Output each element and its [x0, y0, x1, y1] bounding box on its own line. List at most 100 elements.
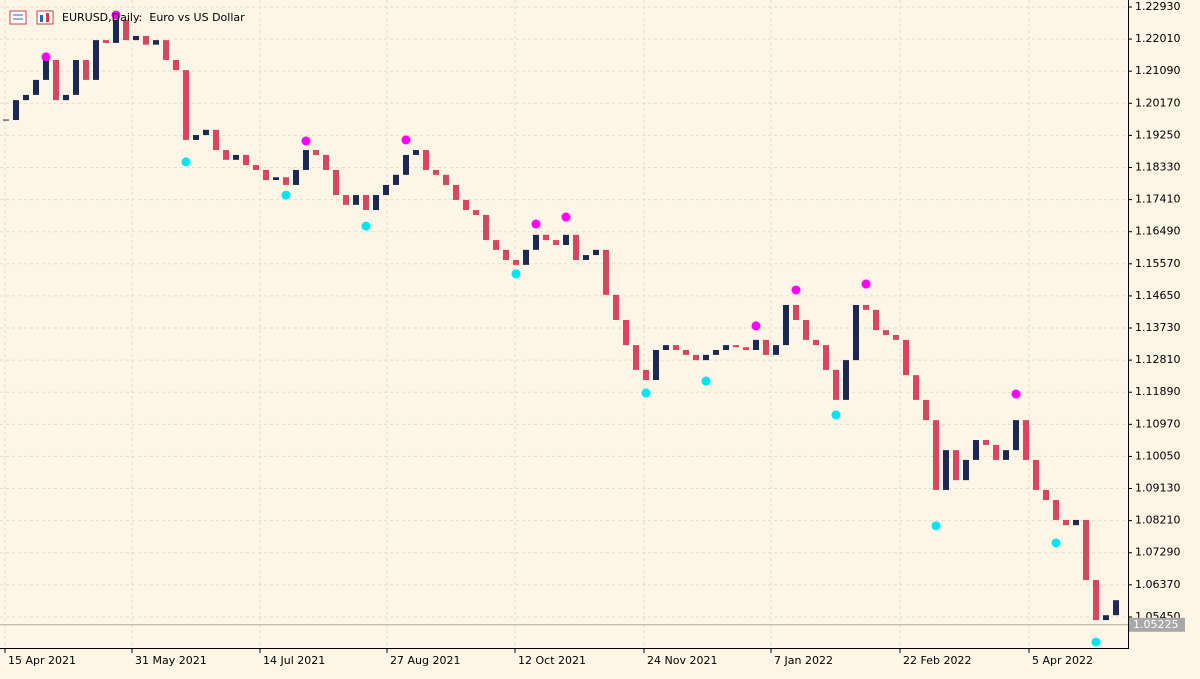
y-tick-label: 1.19250	[1135, 128, 1181, 141]
candle-body	[503, 249, 509, 260]
candle-body	[953, 450, 959, 481]
icon	[36, 10, 54, 25]
fractal-down	[181, 157, 191, 167]
fractal-down	[281, 190, 291, 200]
y-tick-label: 1.13730	[1135, 321, 1181, 334]
candle-body	[263, 169, 269, 181]
candle-body	[833, 369, 839, 400]
grid	[0, 0, 1128, 648]
chart-title: EURUSD,Daily: Euro vs US Dollar	[62, 11, 245, 24]
candle-body	[273, 177, 279, 181]
candle-body	[753, 339, 759, 350]
candle-body	[93, 40, 99, 80]
candle-body	[693, 354, 699, 361]
x-tick-label: 22 Feb 2022	[903, 654, 971, 667]
fractal-down	[1091, 637, 1101, 647]
candle-body	[213, 129, 219, 151]
candle-body	[923, 399, 929, 421]
candle-body	[433, 169, 439, 175]
fractal-down	[511, 269, 521, 279]
candle-body	[283, 177, 289, 185]
candle-body	[403, 154, 409, 175]
candle-body	[873, 309, 879, 331]
candle-body	[623, 319, 629, 346]
y-tick-label: 1.21090	[1135, 64, 1181, 77]
y-tick-label: 1.14650	[1135, 289, 1181, 302]
candle-body	[123, 19, 129, 41]
last-price-box	[1129, 617, 1185, 632]
y-tick-label: 1.08210	[1135, 514, 1181, 527]
fractal-up	[791, 285, 801, 295]
candle-body	[3, 119, 9, 121]
candle-body	[253, 165, 259, 170]
candle-body	[1093, 579, 1099, 621]
candle-body	[573, 234, 579, 260]
x-tick-label: 14 Jul 2021	[263, 654, 325, 667]
x-tick-label: 5 Apr 2022	[1032, 654, 1093, 667]
candle-body	[463, 199, 469, 211]
y-tick-label: 1.11890	[1135, 385, 1181, 398]
candle-body	[1103, 615, 1109, 621]
candle-body	[53, 60, 59, 101]
candle-body	[453, 184, 459, 200]
candle-body	[533, 234, 539, 250]
candle-body	[183, 70, 189, 140]
candle-body	[343, 195, 349, 205]
candle-body	[83, 60, 89, 80]
candle-body	[713, 349, 719, 355]
candle-body	[793, 304, 799, 320]
candle-body	[523, 249, 529, 265]
candle-body	[803, 319, 809, 340]
candle-body	[973, 440, 979, 460]
candle-body	[553, 240, 559, 245]
fractal-down	[701, 376, 711, 386]
candle-body	[843, 360, 849, 400]
fractal-down	[931, 521, 941, 531]
candle-body	[543, 234, 549, 241]
candle-body	[1063, 519, 1069, 526]
candle-body	[683, 349, 689, 355]
candle-body	[963, 459, 969, 481]
candle-body	[673, 345, 679, 350]
candle-body	[33, 79, 39, 95]
icon	[40, 15, 43, 22]
y-tick-label: 1.22930	[1135, 0, 1181, 13]
y-tick-label: 1.07290	[1135, 546, 1181, 559]
candle-body	[993, 444, 999, 460]
candle-body	[73, 60, 79, 95]
x-tick-label: 12 Oct 2021	[518, 654, 586, 667]
candle-body	[43, 60, 49, 80]
candle-body	[1033, 459, 1039, 490]
candle-body	[193, 135, 199, 140]
fractal-up	[751, 321, 761, 331]
candle-body	[423, 150, 429, 170]
candle-body	[513, 259, 519, 265]
y-tick-label: 1.10970	[1135, 417, 1181, 430]
candle-body	[173, 60, 179, 71]
candle-body	[723, 345, 729, 350]
candle-body	[373, 195, 379, 211]
candle-body	[103, 40, 109, 43]
candle-body	[443, 174, 449, 185]
fractal-up	[561, 212, 571, 222]
x-tick-label: 27 Aug 2021	[390, 654, 460, 667]
title-bar: EURUSD,Daily: Euro vs US Dollar	[9, 10, 245, 25]
candle-body	[143, 35, 149, 45]
candle-body	[1043, 489, 1049, 501]
candle-body	[473, 210, 479, 215]
y-tick-label: 1.17410	[1135, 193, 1181, 206]
candle-body	[593, 249, 599, 256]
y-tick-label: 1.10050	[1135, 449, 1181, 462]
candle-body	[903, 339, 909, 376]
fractal-down	[1051, 538, 1061, 548]
candle-body	[1113, 600, 1119, 616]
candle-body	[393, 174, 399, 185]
candle-body	[383, 184, 389, 196]
candle-body	[293, 169, 299, 185]
y-tick-label: 1.15570	[1135, 257, 1181, 270]
y-tick-label: 1.06370	[1135, 578, 1181, 591]
fractal-up	[531, 219, 541, 229]
candle-body	[303, 150, 309, 170]
